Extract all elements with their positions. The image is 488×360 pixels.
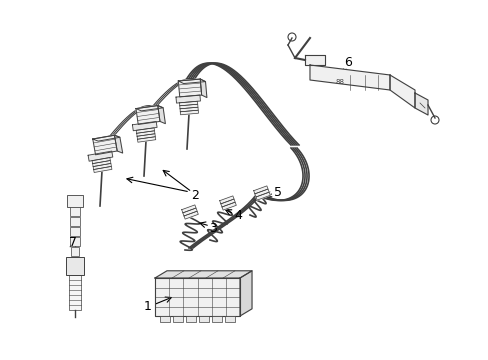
Bar [66, 257, 84, 275]
Bar [212, 316, 222, 322]
Bar [160, 316, 170, 322]
Bar [70, 247, 79, 256]
Polygon shape [136, 105, 163, 111]
Text: 4: 4 [234, 208, 242, 221]
Polygon shape [179, 101, 197, 106]
Bar [224, 316, 235, 322]
Bar [70, 217, 80, 226]
Bar [173, 316, 183, 322]
Text: 7: 7 [69, 235, 77, 248]
Text: 5: 5 [273, 185, 282, 198]
Bar [70, 207, 80, 216]
Polygon shape [93, 135, 120, 141]
Text: 6: 6 [344, 55, 351, 68]
Polygon shape [305, 55, 325, 65]
Polygon shape [158, 105, 165, 124]
Bar [67, 195, 83, 207]
Polygon shape [253, 186, 267, 194]
Polygon shape [137, 137, 156, 142]
Polygon shape [254, 189, 268, 197]
Bar [199, 316, 208, 322]
Polygon shape [176, 95, 200, 103]
Polygon shape [180, 110, 198, 115]
Polygon shape [222, 202, 236, 210]
Polygon shape [240, 271, 251, 316]
Bar [185, 316, 196, 322]
Polygon shape [183, 208, 197, 216]
Polygon shape [155, 278, 240, 316]
Polygon shape [94, 166, 112, 172]
Polygon shape [389, 75, 414, 108]
Text: 1: 1 [144, 301, 152, 314]
Polygon shape [136, 131, 155, 136]
Text: 2: 2 [191, 189, 199, 202]
Polygon shape [114, 135, 122, 153]
Text: 3: 3 [209, 221, 217, 234]
Polygon shape [88, 151, 113, 161]
Polygon shape [200, 79, 206, 98]
Polygon shape [92, 158, 110, 163]
Polygon shape [414, 93, 427, 115]
Polygon shape [309, 65, 389, 90]
Polygon shape [219, 196, 234, 204]
Text: 88: 88 [334, 79, 343, 85]
Polygon shape [137, 134, 155, 139]
Polygon shape [221, 199, 235, 207]
Polygon shape [136, 128, 154, 133]
Polygon shape [256, 192, 270, 200]
Polygon shape [155, 271, 251, 278]
Polygon shape [132, 121, 157, 131]
Polygon shape [183, 211, 198, 219]
Polygon shape [92, 161, 111, 167]
Bar [69, 275, 81, 310]
Polygon shape [180, 107, 198, 112]
Polygon shape [178, 79, 201, 97]
Polygon shape [93, 135, 117, 155]
Polygon shape [178, 79, 205, 84]
Polygon shape [136, 105, 160, 125]
Polygon shape [180, 104, 198, 109]
Polygon shape [182, 205, 196, 213]
Bar [70, 227, 80, 236]
Bar [70, 237, 80, 246]
Polygon shape [93, 163, 111, 170]
